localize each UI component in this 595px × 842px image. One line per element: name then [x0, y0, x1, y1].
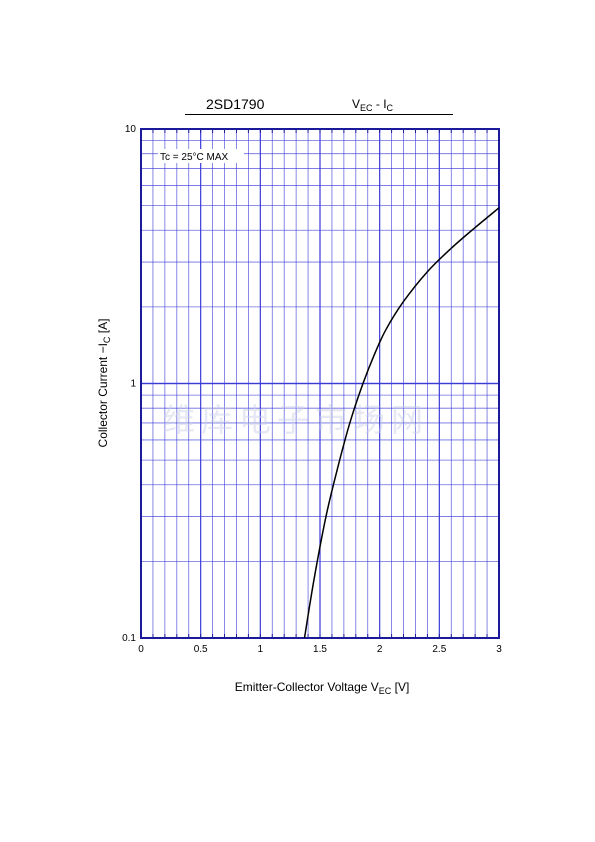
- x-tick-label: 1.5: [313, 644, 327, 655]
- y-tick-label: 1: [130, 379, 136, 390]
- x-tick-label: 3: [496, 644, 502, 655]
- watermark: 维库电子市场网: [163, 401, 430, 439]
- x-tick-label: 2.5: [432, 644, 446, 655]
- series-line: [303, 207, 500, 639]
- part-number: 2SD1790: [206, 96, 265, 112]
- x-tick-label: 2: [377, 644, 383, 655]
- y-tick-label: 0.1: [122, 633, 136, 644]
- x-tick-label: 0.5: [194, 644, 208, 655]
- curve-type-label: VEC - IC: [352, 97, 394, 113]
- annotation-text: Tc = 25°C MAX: [160, 152, 229, 163]
- x-tick-label: 0: [138, 644, 144, 655]
- x-axis-label: Emitter-Collector Voltage VEC [V]: [234, 680, 410, 696]
- y-axis-label: Collector Current −IC [A]: [96, 318, 112, 448]
- x-tick-label: 1: [258, 644, 264, 655]
- annotation-bg: [158, 149, 244, 163]
- header-underline: [185, 114, 453, 115]
- y-tick-label: 10: [125, 124, 137, 135]
